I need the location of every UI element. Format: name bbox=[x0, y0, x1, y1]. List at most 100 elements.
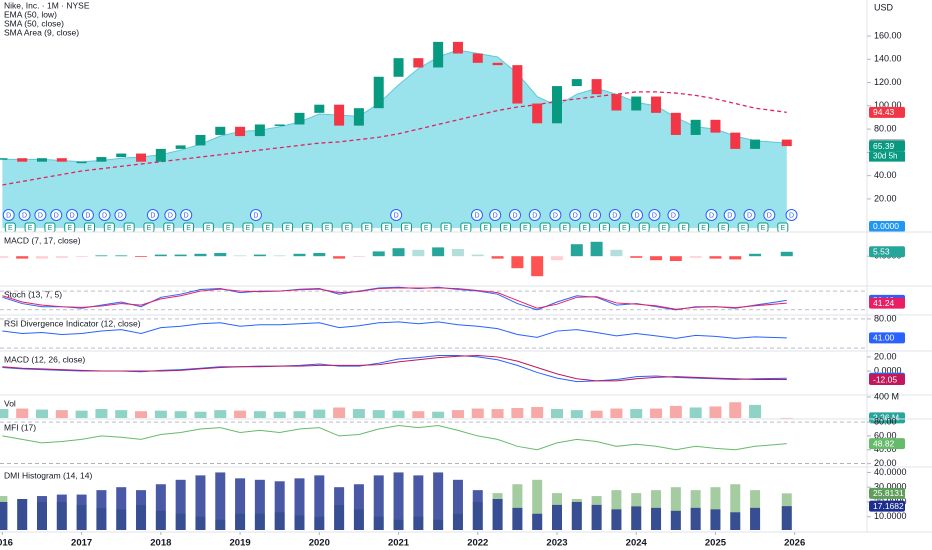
dmi-bar bbox=[314, 475, 325, 530]
earnings-label: E bbox=[404, 225, 409, 232]
x-tick-label: 2022 bbox=[467, 538, 488, 549]
dmi-bar bbox=[393, 472, 404, 530]
earnings-label: E bbox=[602, 225, 607, 232]
x-tick-label: 2016 bbox=[0, 538, 13, 549]
volume-bar bbox=[174, 411, 187, 418]
dividend-marker bbox=[66, 209, 79, 221]
candle bbox=[353, 108, 364, 126]
dividend-label: D bbox=[573, 212, 578, 219]
dividend-label: D bbox=[747, 212, 752, 219]
histogram-bar bbox=[372, 251, 385, 257]
earnings-label: E bbox=[761, 225, 766, 232]
x-tick-label: 2018 bbox=[150, 538, 171, 549]
price-tag-label: 94.43 bbox=[873, 107, 895, 117]
earnings-label: E bbox=[166, 225, 171, 232]
histogram-bar bbox=[352, 256, 365, 257]
histogram-bar bbox=[451, 249, 464, 257]
candle bbox=[274, 124, 285, 126]
y-tick-label: 80.00 bbox=[874, 123, 897, 133]
candle bbox=[710, 119, 721, 133]
volume-bar bbox=[531, 406, 544, 418]
histogram-bar bbox=[194, 253, 207, 257]
candle bbox=[215, 126, 226, 135]
volume-bar bbox=[333, 407, 346, 418]
volume-bar bbox=[650, 408, 663, 418]
dividend-marker bbox=[648, 209, 661, 221]
earnings-label: E bbox=[681, 225, 686, 232]
earnings-label: E bbox=[107, 225, 112, 232]
dividend-marker bbox=[249, 209, 262, 221]
histogram-bar bbox=[253, 254, 266, 257]
earnings-label: E bbox=[67, 225, 72, 232]
dividend-label: D bbox=[709, 212, 714, 219]
y-tick-label: 80.00 bbox=[874, 313, 897, 323]
candle bbox=[0, 158, 8, 160]
price-tag-label: 48.82 bbox=[873, 438, 895, 448]
dmi-bar bbox=[730, 484, 741, 530]
y-tick-label: 80.00 bbox=[874, 416, 897, 426]
earnings-label: E bbox=[8, 225, 13, 232]
dmi-bar bbox=[413, 475, 424, 530]
earnings-label: E bbox=[147, 225, 152, 232]
earnings-label: E bbox=[721, 225, 726, 232]
dividend-marker bbox=[2, 209, 15, 221]
earnings-label: E bbox=[206, 225, 211, 232]
dividend-label: D bbox=[652, 212, 657, 219]
dividend-marker bbox=[164, 209, 177, 221]
earnings-label: E bbox=[384, 225, 389, 232]
histogram-bar bbox=[780, 251, 793, 257]
dividend-marker bbox=[743, 209, 756, 221]
volume-bar bbox=[75, 410, 88, 418]
candle bbox=[690, 119, 701, 135]
earnings-label: E bbox=[464, 225, 469, 232]
dividend-marker bbox=[81, 209, 94, 221]
dividend-label: D bbox=[727, 212, 732, 219]
dividend-marker bbox=[390, 209, 403, 221]
earnings-label: E bbox=[305, 225, 310, 232]
dmi-bar bbox=[96, 490, 107, 530]
histogram-bar bbox=[16, 256, 29, 259]
y-tick-label: 100.00 bbox=[874, 100, 902, 110]
histogram-bar bbox=[550, 256, 563, 261]
volume-bar bbox=[570, 410, 583, 418]
dividend-label: D bbox=[85, 212, 90, 219]
dmi-bar bbox=[512, 507, 523, 530]
dividend-marker bbox=[569, 209, 582, 221]
price-tag-label: 2.26 M bbox=[873, 413, 899, 423]
histogram-bar bbox=[174, 254, 187, 257]
dividend-label: D bbox=[22, 212, 27, 219]
dividend-marker bbox=[114, 209, 127, 221]
candle bbox=[631, 96, 642, 111]
histogram-bar bbox=[55, 256, 68, 258]
dividend-label: D bbox=[102, 212, 107, 219]
histogram-bar bbox=[432, 247, 445, 257]
dividend-label: D bbox=[70, 212, 75, 219]
y-tick-label: 10.0000 bbox=[874, 511, 907, 521]
dividend-label: D bbox=[553, 212, 558, 219]
dividend-marker bbox=[723, 209, 736, 221]
volume-bar bbox=[194, 411, 207, 418]
histogram-bar bbox=[75, 256, 88, 257]
histogram-bar bbox=[749, 253, 762, 257]
dmi-bar bbox=[0, 501, 8, 530]
candle bbox=[36, 158, 47, 162]
histogram-bar bbox=[392, 248, 405, 257]
area bbox=[2, 50, 787, 228]
candle bbox=[472, 53, 483, 63]
earnings-label: E bbox=[186, 225, 191, 232]
volume-bar bbox=[432, 411, 445, 418]
volume-bar bbox=[234, 410, 247, 418]
price-tag bbox=[869, 332, 905, 344]
earnings-label: E bbox=[582, 225, 587, 232]
candle bbox=[670, 112, 681, 135]
volume-bar bbox=[35, 409, 48, 418]
candle bbox=[433, 41, 444, 68]
dividend-label: D bbox=[789, 212, 794, 219]
volume-bar bbox=[412, 411, 425, 418]
y-tick-label: 20.00 bbox=[874, 193, 897, 203]
dmi-bar bbox=[690, 507, 701, 530]
candle bbox=[96, 157, 107, 162]
dividend-label: D bbox=[6, 212, 11, 219]
histogram-bar bbox=[610, 249, 623, 257]
dividend-marker bbox=[146, 209, 159, 221]
